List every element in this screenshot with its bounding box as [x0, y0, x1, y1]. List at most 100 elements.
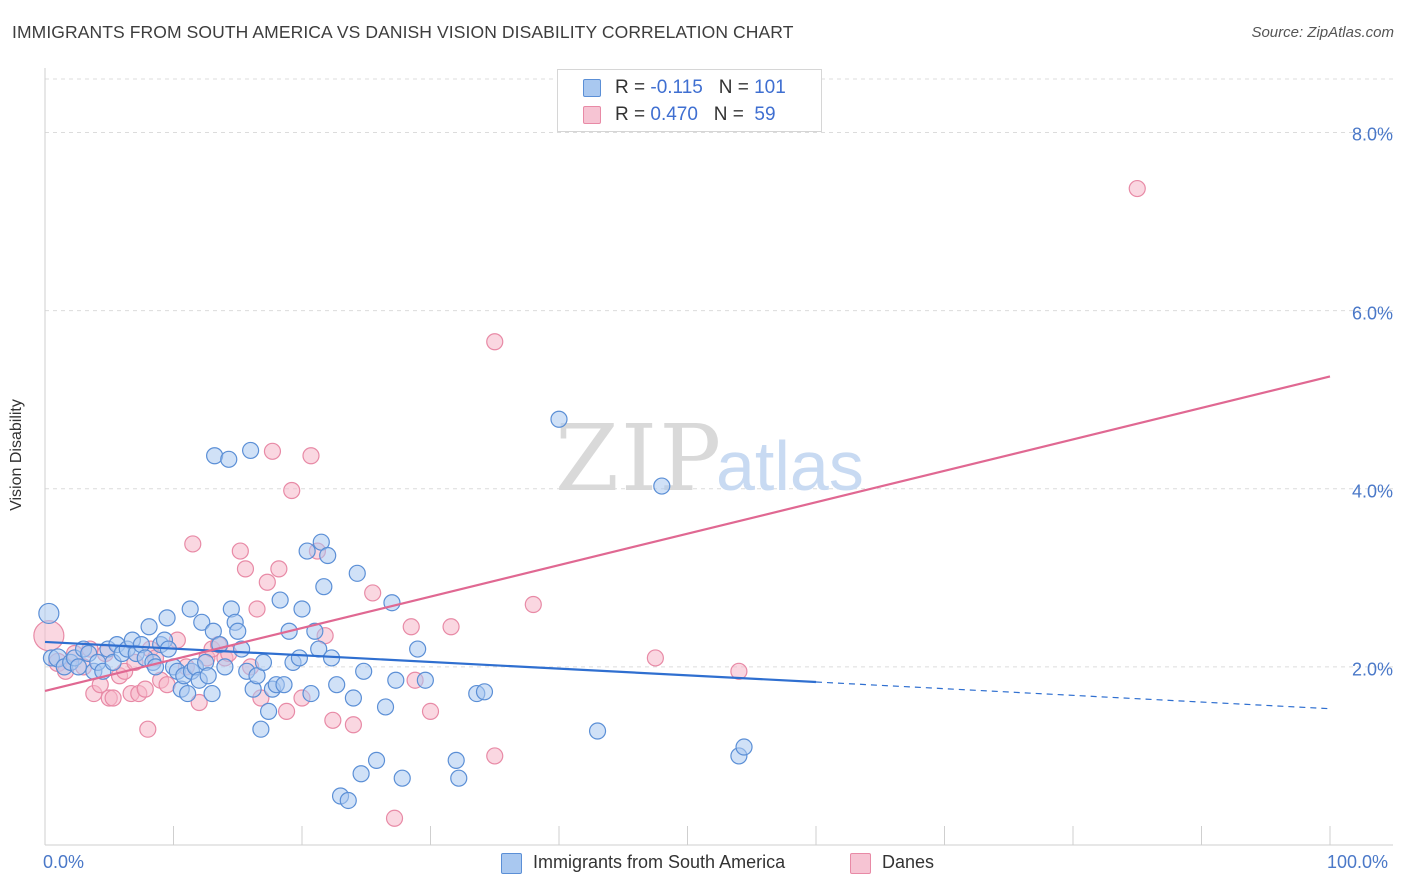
immigrants-trend-extension: [815, 681, 1331, 710]
immigrants-point: [293, 600, 311, 618]
immigrants-point: [416, 671, 434, 689]
danes-point: [136, 680, 154, 698]
danes-point: [236, 560, 255, 578]
immigrants-point: [193, 613, 211, 631]
danes-point: [730, 662, 748, 680]
danes-point: [104, 689, 122, 707]
danes-point: [231, 542, 249, 560]
grid-lines: [45, 78, 1393, 668]
danes-point: [486, 747, 504, 765]
legend-r-value: -0.115: [650, 77, 703, 98]
immigrants-point: [315, 578, 333, 596]
immigrants-point: [339, 791, 357, 810]
immigrants-point: [199, 667, 217, 685]
immigrants-point: [344, 689, 362, 707]
danes-point: [524, 595, 542, 614]
immigrants-point: [393, 769, 411, 787]
danes-point: [486, 333, 504, 351]
immigrants-point: [367, 751, 386, 769]
bottom-legend-label: Immigrants from South America: [533, 852, 786, 872]
danes-point: [344, 716, 362, 734]
legend-r-value: 0.470: [650, 104, 698, 125]
danes-point: [283, 481, 301, 500]
immigrants-point: [242, 441, 260, 460]
watermark: ZIP atlas: [555, 405, 864, 512]
danes-point: [402, 618, 420, 636]
danes-trend-line: [44, 375, 1331, 692]
danes-point: [190, 693, 208, 712]
immigrants-point: [146, 658, 165, 676]
danes-point: [184, 535, 202, 553]
y-tick-label: 2.0%: [1351, 659, 1393, 680]
immigrants-point: [550, 410, 568, 428]
trend-lines: [44, 375, 1331, 710]
legend: R = -0.115 N = 101 R = 0.470 N = 59: [557, 69, 822, 132]
immigrants-point: [348, 564, 366, 582]
immigrants-point: [229, 622, 247, 640]
immigrants-point: [69, 658, 88, 676]
legend-n-label: N =: [718, 77, 755, 98]
x-tick-label-min: 0.0%: [43, 852, 85, 872]
watermark-atlas: atlas: [716, 427, 864, 505]
chart-title: IMMIGRANTS FROM SOUTH AMERICA VS DANISH …: [12, 22, 794, 42]
legend-n-label: N =: [713, 104, 750, 125]
danes-point: [33, 620, 65, 652]
immigrants-point: [38, 602, 60, 625]
danes-point: [442, 618, 460, 636]
legend-r-label: R =: [615, 77, 651, 98]
immigrants-point: [735, 738, 753, 756]
immigrants-point: [450, 769, 468, 787]
x-tick-label-max: 100.0%: [1327, 852, 1389, 872]
y-tick-label: 4.0%: [1351, 481, 1393, 502]
immigrants-point: [352, 765, 370, 783]
danes-point: [248, 600, 266, 618]
legend-r-label: R =: [615, 104, 651, 125]
immigrants-point: [302, 684, 320, 703]
immigrants-point: [588, 722, 607, 740]
immigrants-point: [203, 684, 221, 703]
immigrants-point: [158, 609, 176, 627]
y-axis-label: Vision Disability: [8, 399, 25, 511]
immigrants-point: [387, 671, 405, 689]
immigrants-point: [290, 649, 309, 667]
immigrants-point: [220, 450, 238, 468]
immigrants-point: [355, 662, 373, 680]
danes-point: [421, 702, 440, 720]
bottom-legend-swatch-blue: [501, 853, 522, 874]
danes-point: [302, 447, 320, 465]
bottom-legend-swatch-pink: [850, 853, 871, 874]
immigrants-point: [252, 720, 270, 738]
danes-point: [158, 676, 176, 694]
immigrants-point: [216, 658, 234, 676]
immigrants-point: [319, 546, 337, 565]
immigrants-point: [140, 618, 158, 636]
immigrants-point: [475, 683, 494, 701]
immigrants-point: [254, 653, 273, 672]
y-tick-label: 8.0%: [1351, 124, 1393, 145]
danes-point: [263, 442, 282, 460]
danes-point: [646, 649, 664, 667]
immigrants-points: [38, 410, 753, 810]
immigrants-point: [409, 640, 427, 658]
danes-point: [385, 809, 404, 827]
axes: [44, 68, 1393, 846]
immigrants-trend-line: [44, 640, 817, 684]
immigrants-point: [179, 684, 197, 703]
watermark-zip: ZIP: [555, 405, 723, 512]
legend-swatch-blue: [583, 79, 601, 97]
y-tick-label: 6.0%: [1351, 303, 1393, 324]
immigrants-point: [306, 622, 324, 640]
danes-point: [258, 573, 276, 591]
danes-point: [277, 702, 296, 720]
immigrants-point: [275, 676, 293, 694]
immigrants-point: [298, 542, 316, 560]
immigrants-point: [259, 702, 278, 720]
immigrants-point: [653, 477, 671, 495]
bottom-legend-label: Danes: [882, 852, 935, 872]
immigrants-point: [447, 751, 465, 769]
legend-n-value: 101: [754, 77, 786, 98]
immigrants-point: [376, 698, 395, 716]
immigrants-point: [271, 591, 289, 609]
danes-point: [324, 711, 342, 729]
